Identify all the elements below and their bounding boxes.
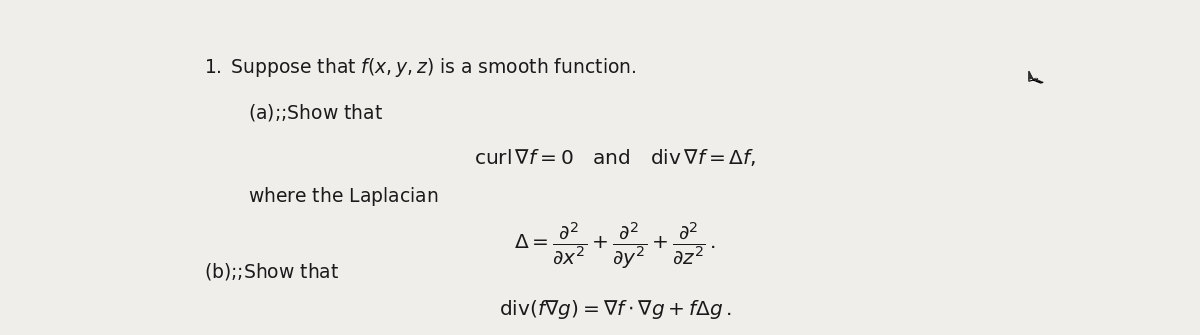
Text: $\Delta = \dfrac{\partial^2}{\partial x^2} + \dfrac{\partial^2}{\partial y^2} + : $\Delta = \dfrac{\partial^2}{\partial x^…	[514, 221, 716, 271]
Text: $\mathrm{curl}\,\nabla f = 0 \quad \text{and} \quad \mathrm{div}\,\nabla f = \De: $\mathrm{curl}\,\nabla f = 0 \quad \text…	[474, 147, 756, 168]
Text: $\text{(a)\;\;Show that}$: $\text{(a)\;\;Show that}$	[247, 102, 383, 123]
Text: $\text{(b)\;\;Show that}$: $\text{(b)\;\;Show that}$	[204, 261, 340, 282]
Text: $\text{where the Laplacian}$: $\text{where the Laplacian}$	[247, 185, 438, 208]
Text: $1.\;\text{Suppose that }f(x,y,z)\text{ is a smooth function.}$: $1.\;\text{Suppose that }f(x,y,z)\text{ …	[204, 56, 636, 79]
Text: $\mathrm{div}(f\nabla g) = \nabla f \cdot \nabla g + f\Delta g\,.$: $\mathrm{div}(f\nabla g) = \nabla f \cdo…	[498, 298, 732, 321]
Polygon shape	[1028, 71, 1043, 83]
Polygon shape	[1028, 71, 1042, 81]
